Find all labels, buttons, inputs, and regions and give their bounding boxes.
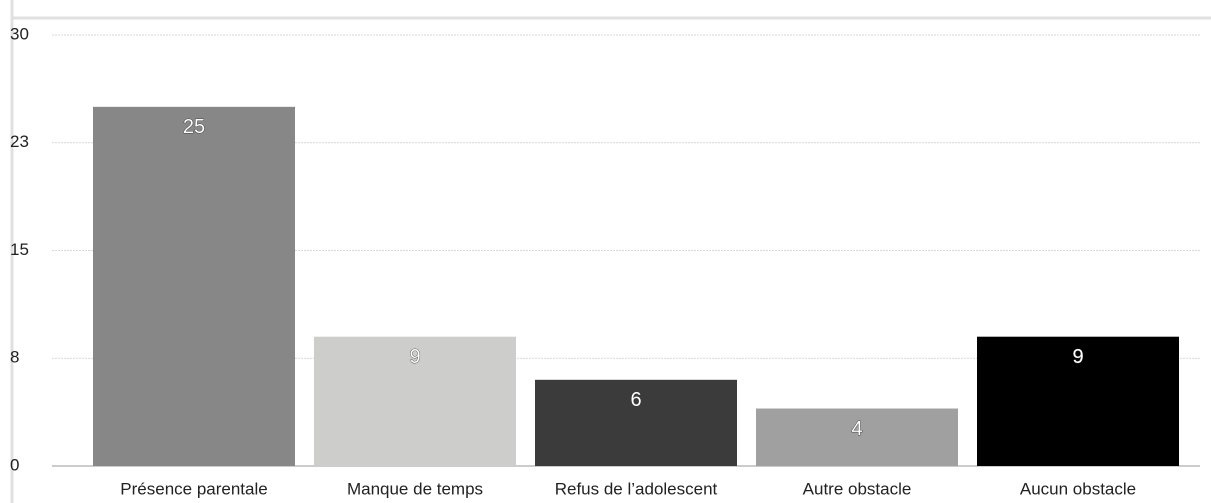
bar (977, 336, 1179, 466)
y-tick-label: 8 (10, 348, 19, 367)
x-tick-label: Présence parentale (120, 479, 267, 498)
y-tick-label: 30 (10, 24, 29, 43)
value-label: 9 (409, 346, 420, 368)
x-tick-label: Manque de temps (347, 479, 483, 498)
value-label: 9 (1072, 346, 1083, 368)
y-tick-label: 23 (10, 132, 29, 151)
y-tick-label: 15 (10, 240, 29, 259)
bar (93, 106, 295, 466)
x-tick-label: Refus de l’adolescent (555, 479, 718, 498)
value-label: 25 (183, 116, 205, 138)
y-tick-label: 0 (10, 455, 19, 474)
value-label: 6 (630, 389, 641, 411)
bar (756, 408, 958, 466)
value-label: 4 (851, 418, 862, 440)
bar (535, 379, 737, 466)
x-tick-label: Autre obstacle (803, 479, 912, 498)
bar (314, 336, 516, 466)
x-tick-label: Aucun obstacle (1020, 479, 1136, 498)
